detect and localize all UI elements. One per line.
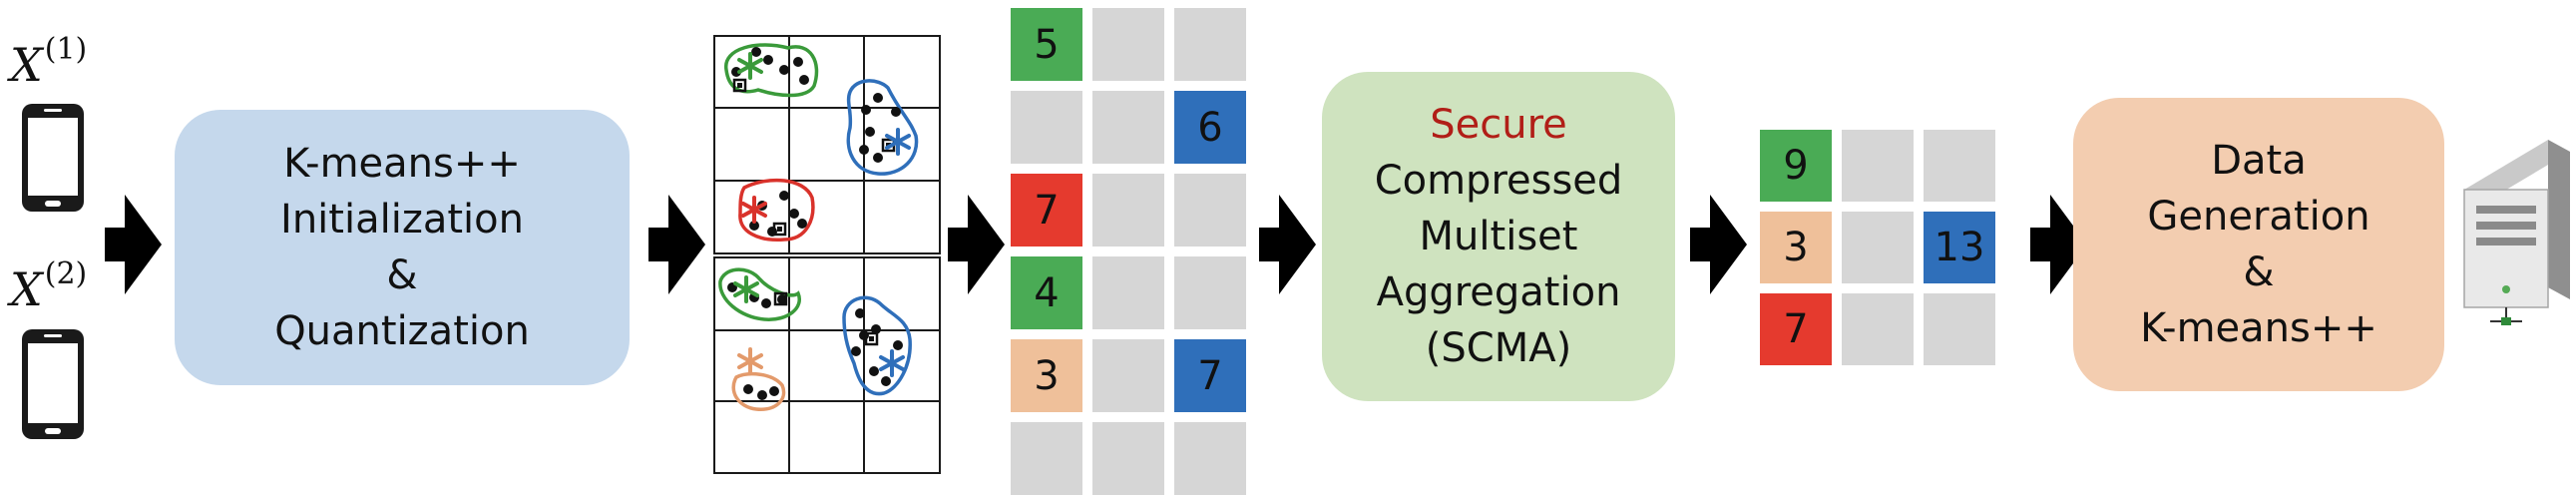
histogram-cell-empty: [1924, 293, 1995, 365]
histogram-cell-empty: [1842, 293, 1914, 365]
histogram-cell: 3: [1011, 339, 1082, 412]
scma-line-3: Aggregation: [1376, 269, 1621, 315]
histogram-cell-empty: [1092, 256, 1164, 329]
init-box-line-3: &: [386, 252, 418, 298]
histogram-cell: 7: [1174, 339, 1246, 412]
histogram-cell-empty: [1011, 422, 1082, 495]
asterisk-icon: [737, 52, 763, 80]
asterisk-icon: [741, 196, 767, 224]
histogram-cell-empty: [1092, 339, 1164, 412]
data-generation-box: Data Generation & K-means++: [2073, 98, 2444, 391]
cluster-outline: [724, 43, 819, 98]
init-box-line-1: K-means++: [283, 141, 521, 187]
histogram-cell: 5: [1011, 8, 1082, 81]
cluster-outline: [718, 267, 801, 321]
gen-box-line-3: &: [2243, 249, 2275, 295]
data-points: [727, 47, 903, 400]
quantization-grid-2: [713, 256, 941, 474]
scma-line-1: Compressed: [1374, 158, 1623, 204]
init-box-line-2: Initialization: [280, 197, 524, 243]
scma-box: Secure Compressed Multiset Aggregation (…: [1322, 72, 1675, 401]
cluster-outline: [846, 79, 919, 176]
histogram-cell-empty: [1924, 130, 1995, 202]
histogram-cell-empty: [1011, 91, 1082, 164]
centroid-markers: [732, 78, 896, 346]
asterisk-icon: [737, 347, 763, 375]
histogram-cell-empty: [1092, 174, 1164, 247]
gen-box-line-1: Data: [2211, 138, 2307, 184]
gen-box-line-4: K-means++: [2140, 305, 2377, 351]
server-icon: [2463, 140, 2570, 325]
asterisk-icon: [733, 275, 759, 303]
aggregated-histogram-grid: 9 3 13 7: [1760, 130, 1995, 367]
client-label-1: X(1): [10, 32, 88, 92]
histogram-cell-empty: [1842, 212, 1914, 283]
arrow-right-icon: [1259, 195, 1316, 294]
histogram-cell: 13: [1924, 212, 1995, 283]
init-box-line-4: Quantization: [274, 308, 530, 354]
cluster-outline: [842, 295, 912, 396]
arrow-right-icon: [948, 195, 1005, 294]
phone-icon: [22, 329, 84, 439]
histogram-cell: 6: [1174, 91, 1246, 164]
cluster-outline: [738, 178, 815, 242]
gen-box-line-2: Generation: [2147, 194, 2370, 240]
phone-icon: [22, 104, 84, 212]
histogram-cell-empty: [1174, 422, 1246, 495]
asterisk-icon: [879, 349, 905, 377]
arrow-right-icon: [1690, 195, 1747, 294]
asterisk-icon: [885, 128, 911, 156]
cluster-outline: [731, 371, 786, 411]
histogram-cell-empty: [1174, 174, 1246, 247]
histogram-cell: 3: [1760, 212, 1832, 283]
histogram-cell-empty: [1174, 256, 1246, 329]
quantization-grid-1: [713, 35, 941, 254]
histogram-cell: 7: [1011, 174, 1082, 247]
scma-line-2: Multiset: [1419, 214, 1578, 259]
histogram-cell: 7: [1760, 293, 1832, 365]
kmeans-init-quantization-box: K-means++ Initialization & Quantization: [175, 110, 630, 385]
histogram-cell-empty: [1092, 8, 1164, 81]
arrow-right-icon: [648, 195, 705, 294]
client-histogram-grid: 5 6 7 4 3 7: [1011, 8, 1246, 495]
scma-line-4: (SCMA): [1425, 325, 1572, 371]
arrow-right-icon: [105, 195, 162, 294]
client-label-2: X(2): [10, 256, 88, 316]
histogram-cell-empty: [1092, 422, 1164, 495]
histogram-cell: 4: [1011, 256, 1082, 329]
histogram-cell-empty: [1174, 8, 1246, 81]
histogram-cell-empty: [1842, 130, 1914, 202]
arrow-right-icon: [2030, 195, 2087, 294]
histogram-cell-empty: [1092, 91, 1164, 164]
histogram-cell: 9: [1760, 130, 1832, 202]
scma-secure-label: Secure: [1430, 102, 1567, 148]
